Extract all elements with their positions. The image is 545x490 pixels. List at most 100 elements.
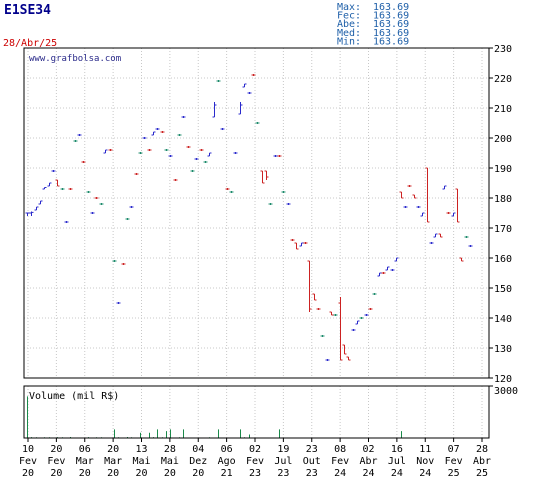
x-tick-label: Fev (445, 456, 463, 467)
ohlc-bar (429, 242, 434, 244)
stats-panel: Max: 163.69 Fec: 163.69 Abe: 163.69 Med: 163.69… (337, 2, 409, 47)
x-tick-label: Mai (161, 456, 179, 467)
ohlc-bar (355, 320, 360, 325)
x-tick-label: Fev (19, 456, 37, 467)
ticker-symbol: E1SE34 (4, 3, 51, 18)
x-tick-label: Abr (473, 456, 491, 467)
ohlc-bar (34, 206, 39, 211)
ohlc-bar (103, 149, 108, 154)
y-tick-label: 170 (494, 224, 512, 235)
volume-title: Volume (mil R$) (29, 391, 119, 402)
y-tick-label: 220 (494, 74, 512, 85)
x-tick-label: 16 (391, 444, 403, 455)
ohlc-bar (346, 356, 351, 361)
ohlc-bar (129, 206, 134, 208)
stat-value: 163.69 (373, 11, 409, 22)
ohlc-bar (212, 102, 217, 118)
ohlc-bar (290, 239, 295, 241)
x-tick-label: 20 (164, 468, 176, 479)
x-tick-label: 20 (50, 444, 62, 455)
ohlc-bar (364, 314, 369, 316)
x-tick-label: 08 (334, 444, 346, 455)
y-tick-label: 160 (494, 254, 512, 265)
ohlc-bar (216, 80, 221, 82)
ohlc-bar (255, 122, 260, 124)
x-tick-label: Mar (104, 456, 122, 467)
ohlc-bar (108, 149, 113, 151)
x-tick-label: 24 (334, 468, 346, 479)
x-tick-label: 20 (22, 468, 34, 479)
x-tick-label: 25 (448, 468, 460, 479)
ohlc-bar (168, 155, 173, 157)
ohlc-bar (325, 359, 330, 361)
ohlc-bar (190, 170, 195, 172)
ohlc-bar (238, 102, 243, 115)
x-tick-label: 20 (50, 468, 62, 479)
y-tick-label: 120 (494, 374, 512, 385)
ohlc-bar (359, 317, 364, 319)
x-tick-label: Mar (76, 456, 94, 467)
ohlc-bar (268, 203, 273, 205)
ohlc-bar (51, 170, 56, 172)
y-tick-label: 190 (494, 164, 512, 175)
ohlc-bar (333, 314, 338, 316)
y-tick-label: 140 (494, 314, 512, 325)
x-tick-label: Jul (388, 456, 406, 467)
volume-bars (27, 396, 471, 438)
stat-label: Min: (337, 36, 361, 47)
watermark: www.grafbolsa.com (29, 54, 121, 64)
ohlc-bar (260, 170, 265, 184)
y-tick-label: 180 (494, 194, 512, 205)
x-tick-label: 10 (22, 444, 34, 455)
ohlc-bar (351, 329, 356, 331)
ohlc-bar (377, 272, 382, 277)
ohlc-bar (112, 260, 117, 262)
ohlc-bar (281, 191, 286, 193)
ohlc-bar (77, 134, 82, 136)
ohlc-bar (121, 263, 126, 265)
ohlc-bar (160, 131, 165, 133)
ohlc-bar (412, 194, 417, 199)
ohlc-bar (399, 191, 404, 199)
stat-label: Abe: (337, 19, 361, 30)
x-tick-label: Ago (218, 456, 236, 467)
ohlc-bar (459, 257, 464, 262)
ohlc-bar (90, 212, 95, 214)
y-tick-label: 230 (494, 44, 512, 55)
stat-label: Max: (337, 2, 361, 13)
ohlc-bar (464, 236, 469, 238)
stat-value: 163.69 (373, 19, 409, 30)
ohlc-bar (99, 203, 104, 205)
x-tick-label: 28 (476, 444, 488, 455)
stat-label: Fec: (337, 11, 361, 22)
price-panel-frame (23, 47, 490, 379)
ohlc-bar (446, 212, 451, 214)
ohlc-bar (25, 212, 30, 216)
ohlc-bar (316, 308, 321, 310)
x-tick-label: 25 (476, 468, 488, 479)
stat-label: Med: (337, 28, 361, 39)
stat-value: 163.69 (373, 36, 409, 47)
ohlc-bar (147, 149, 152, 151)
ohlc-bar (125, 218, 130, 220)
ohlc-bar (390, 269, 395, 271)
date-label: 28/Abr/25 (3, 38, 57, 49)
stat-value: 163.69 (373, 28, 409, 39)
x-tick-label: 20 (192, 468, 204, 479)
y-tick-label: 130 (494, 344, 512, 355)
ohlc-bar (173, 179, 178, 181)
ohlc-bar (277, 155, 282, 157)
x-tick-label: 24 (419, 468, 431, 479)
stat-value: 163.69 (373, 2, 409, 13)
x-tick-label: Dez (189, 456, 207, 467)
x-tick-label: Out (303, 456, 321, 467)
x-tick-label: 24 (362, 468, 374, 479)
ohlc-bar (329, 311, 334, 316)
ohlc-bar (229, 191, 234, 193)
x-axis: 10Fev2020Fev2006Mar2020Mar2013Mai2028Mai… (19, 437, 491, 479)
ohlc-bar (342, 344, 347, 355)
ohlc-bar (142, 137, 147, 139)
ohlc-bar (451, 212, 456, 217)
ohlc-bar (81, 161, 86, 163)
x-tick-label: 02 (362, 444, 374, 455)
